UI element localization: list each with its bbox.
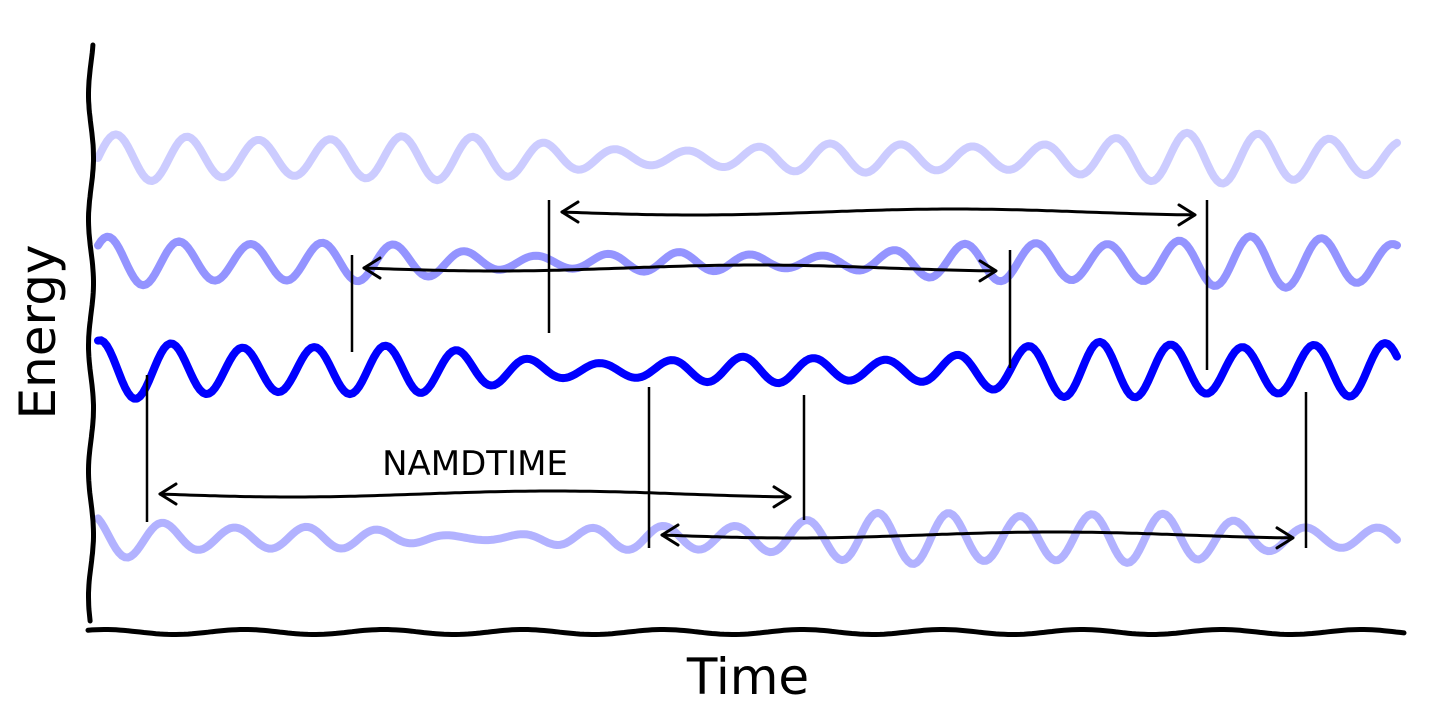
namdtime-label: NAMDTIME xyxy=(382,444,568,484)
wave-group xyxy=(94,128,1401,568)
arrow-group xyxy=(158,200,1295,550)
marker-group xyxy=(145,200,1308,548)
x-axis-label: Time xyxy=(686,648,809,706)
wave-2 xyxy=(94,232,1401,292)
arrow-second xyxy=(362,256,998,283)
arrow-namdtime xyxy=(158,482,792,509)
y-axis-label: Energy xyxy=(9,244,67,419)
x-axis xyxy=(85,627,1407,637)
arrow-top xyxy=(560,200,1197,227)
axes-group xyxy=(85,42,1407,637)
y-axis xyxy=(86,42,96,624)
wave-3 xyxy=(94,336,1401,403)
arrow-bottom xyxy=(660,523,1295,550)
wave-4 xyxy=(94,508,1401,568)
wave-1 xyxy=(94,128,1401,188)
